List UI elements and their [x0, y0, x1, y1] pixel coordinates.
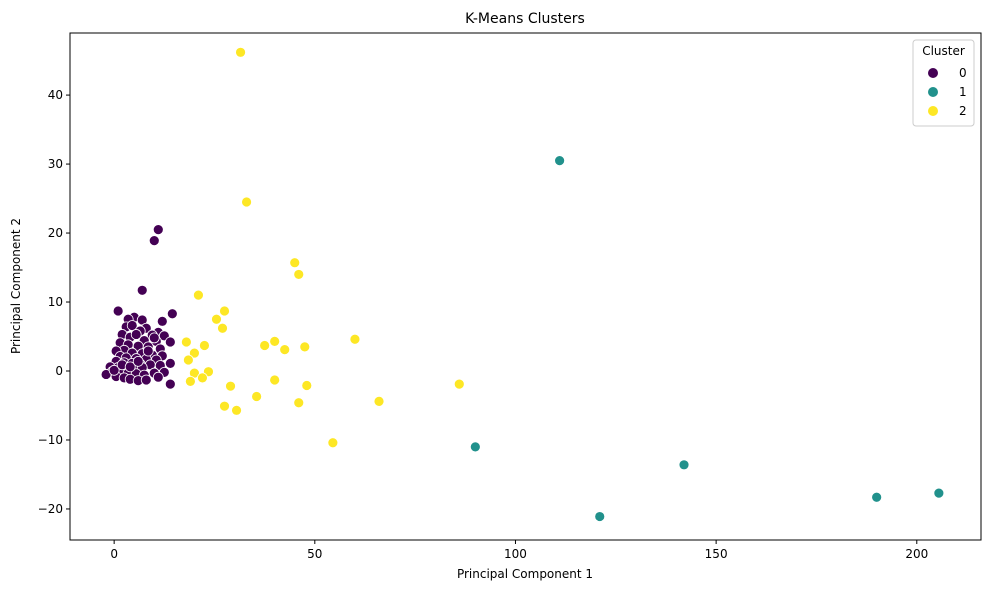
- legend: Cluster 0 1 2: [912, 39, 975, 127]
- data-point-cluster-0: [142, 345, 154, 357]
- data-point-cluster-2: [293, 269, 305, 280]
- data-point-cluster-2: [184, 375, 196, 387]
- data-point-cluster-2: [217, 322, 228, 334]
- data-point-cluster-0: [156, 315, 168, 327]
- data-point-cluster-2: [193, 289, 204, 301]
- data-point-cluster-2: [241, 196, 252, 208]
- data-point-cluster-2: [349, 333, 361, 345]
- data-point-cluster-0: [164, 336, 176, 348]
- data-point-cluster-2: [235, 46, 246, 58]
- y-axis-label: Principal Component 2: [9, 218, 23, 354]
- chart-title: K-Means Clusters: [465, 11, 585, 27]
- data-point-cluster-2: [189, 347, 200, 359]
- data-point-cluster-2: [289, 257, 301, 269]
- data-point-cluster-2: [180, 336, 192, 348]
- data-point-cluster-0: [164, 358, 176, 369]
- y-tick-label: −10: [38, 433, 63, 447]
- data-points: [100, 46, 945, 522]
- data-point-cluster-0: [130, 329, 142, 340]
- data-point-cluster-2: [293, 397, 305, 409]
- legend-label-cluster-2: 2: [959, 104, 967, 118]
- data-point-cluster-0: [108, 364, 120, 376]
- data-point-cluster-2: [197, 372, 208, 384]
- data-point-cluster-0: [132, 355, 144, 367]
- data-point-cluster-0: [166, 308, 178, 320]
- legend-marker-cluster-1: [928, 87, 938, 97]
- data-point-cluster-2: [279, 344, 291, 356]
- data-point-cluster-0: [112, 305, 124, 317]
- legend-label-cluster-0: 0: [959, 66, 967, 80]
- data-point-cluster-1: [554, 155, 566, 167]
- data-point-cluster-2: [301, 380, 313, 391]
- data-point-cluster-2: [259, 340, 271, 351]
- y-tick-label: 20: [48, 226, 63, 240]
- data-point-cluster-2: [219, 400, 230, 412]
- data-point-cluster-0: [136, 284, 148, 296]
- data-point-cluster-2: [199, 340, 210, 351]
- data-point-cluster-0: [152, 371, 164, 383]
- x-tick-label: 100: [504, 547, 527, 561]
- data-point-cluster-2: [269, 374, 281, 386]
- data-point-cluster-2: [269, 335, 281, 347]
- data-point-cluster-2: [231, 404, 242, 416]
- data-point-cluster-0: [164, 378, 176, 390]
- y-tick-label: −20: [38, 502, 63, 516]
- data-point-cluster-2: [373, 395, 385, 407]
- legend-label-cluster-1: 1: [959, 85, 967, 99]
- axis-ticks: 0 50 100 150 200 −20 −10 0 10 20 30 40: [38, 88, 929, 561]
- data-point-cluster-0: [152, 224, 164, 235]
- data-point-cluster-1: [469, 441, 481, 453]
- data-point-cluster-0: [148, 332, 160, 344]
- legend-box: [912, 39, 975, 127]
- legend-marker-cluster-2: [928, 106, 938, 116]
- data-point-cluster-1: [871, 491, 883, 503]
- data-point-cluster-2: [219, 305, 230, 317]
- data-point-cluster-0: [124, 361, 136, 373]
- data-point-cluster-1: [678, 459, 690, 471]
- x-axis-label: Principal Component 1: [457, 567, 593, 581]
- legend-title: Cluster: [922, 44, 965, 58]
- legend-marker-cluster-0: [928, 68, 938, 78]
- y-tick-label: 40: [48, 88, 63, 102]
- data-point-cluster-2: [251, 391, 263, 402]
- data-point-cluster-0: [148, 235, 160, 247]
- x-tick-label: 150: [705, 547, 728, 561]
- data-point-cluster-2: [182, 354, 194, 366]
- y-tick-label: 30: [48, 157, 63, 171]
- plot-area: [69, 32, 982, 541]
- y-tick-label: 0: [55, 364, 63, 378]
- x-tick-label: 0: [110, 547, 118, 561]
- data-point-cluster-1: [594, 511, 606, 522]
- data-point-cluster-0: [140, 374, 152, 386]
- data-point-cluster-2: [225, 380, 236, 392]
- data-point-cluster-0: [126, 320, 138, 331]
- y-tick-label: 10: [48, 295, 63, 309]
- data-point-cluster-2: [453, 378, 465, 390]
- data-point-cluster-2: [211, 313, 222, 325]
- data-point-cluster-2: [327, 437, 339, 449]
- data-point-cluster-1: [933, 487, 945, 499]
- x-tick-label: 50: [307, 547, 322, 561]
- x-tick-label: 200: [905, 547, 928, 561]
- data-point-cluster-2: [299, 341, 311, 353]
